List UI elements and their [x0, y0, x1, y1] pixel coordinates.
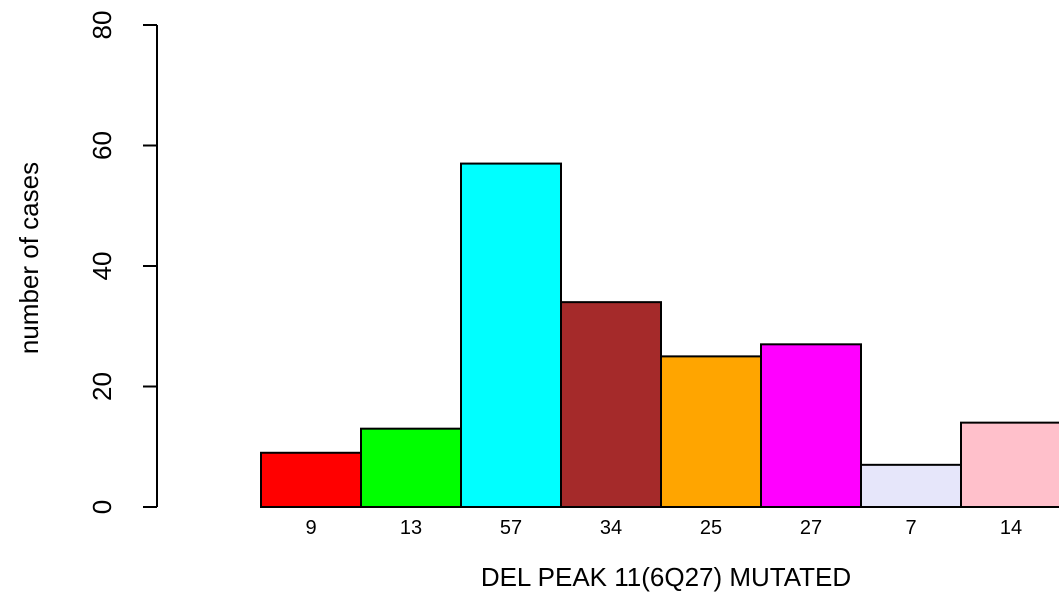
- x-tick-label: 7: [905, 517, 916, 539]
- y-tick-label: 0: [87, 500, 117, 514]
- y-tick-label: 80: [87, 11, 117, 40]
- bar: [260, 451, 362, 508]
- x-tick-labels: 9 13 57 34 25 27 7 14: [305, 517, 1022, 539]
- bar: [660, 355, 762, 508]
- x-tick-label: 27: [800, 517, 822, 539]
- x-tick-label: 57: [500, 517, 522, 539]
- bar: [460, 162, 562, 508]
- y-tick-label: 20: [87, 372, 117, 401]
- x-tick-label: 9: [305, 517, 316, 539]
- x-tick-label: 34: [600, 517, 622, 539]
- x-tick-label: 25: [700, 517, 722, 539]
- y-axis: 0 20 40 60 80: [87, 11, 158, 514]
- bar: [960, 421, 1059, 508]
- y-axis-title: number of cases: [14, 162, 44, 354]
- x-tick-label: 13: [400, 517, 422, 539]
- y-tick-label: 40: [87, 252, 117, 281]
- x-axis-title: DEL PEAK 11(6Q27) MUTATED: [481, 562, 851, 592]
- y-tick-label: 60: [87, 131, 117, 160]
- bars: [260, 162, 1059, 509]
- bar: [560, 301, 662, 508]
- bar: [360, 427, 462, 508]
- x-tick-label: 14: [1000, 517, 1022, 539]
- bar: [760, 343, 862, 509]
- bar: [860, 463, 962, 509]
